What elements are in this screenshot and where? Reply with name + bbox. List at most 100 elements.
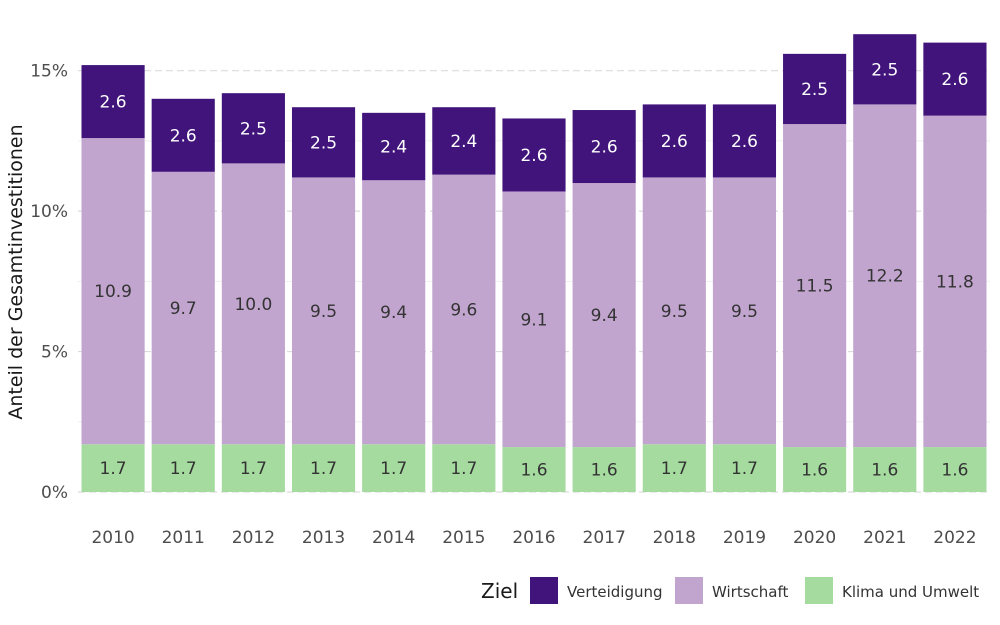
bar-segment — [642, 444, 706, 492]
x-tick-label: 2011 — [162, 528, 205, 548]
bar-segment — [712, 444, 777, 492]
y-tick-label: 0% — [41, 483, 68, 503]
data-label: 1.6 — [801, 461, 828, 481]
bar-segment — [783, 53, 847, 125]
bar-segment — [151, 171, 215, 445]
y-tick-label: 5% — [41, 343, 68, 363]
x-tick-label: 2018 — [653, 528, 696, 548]
y-tick-label: 10% — [30, 202, 68, 222]
x-tick-label: 2017 — [583, 528, 626, 548]
data-label: 12.2 — [866, 267, 904, 287]
data-label: 2.5 — [240, 119, 267, 139]
bar-segment — [221, 163, 285, 445]
data-label: 2.5 — [801, 80, 828, 100]
data-label: 2.4 — [450, 132, 477, 152]
bar-segment — [432, 444, 496, 492]
x-tick-label: 2012 — [232, 528, 275, 548]
bar-segment — [151, 98, 215, 172]
x-tick-label: 2014 — [372, 528, 415, 548]
bar-segment — [81, 444, 145, 492]
bar-segment — [923, 115, 987, 448]
bar-segment — [783, 124, 847, 448]
data-label: 2.6 — [941, 70, 968, 90]
legend-swatch — [530, 577, 558, 604]
x-tick-label: 2022 — [933, 528, 976, 548]
data-label: 10.0 — [234, 295, 272, 315]
bar-segment — [432, 174, 496, 445]
data-label: 9.7 — [170, 299, 197, 319]
data-label: 1.7 — [450, 459, 477, 479]
x-tick-label: 2020 — [793, 528, 836, 548]
data-label: 1.7 — [170, 459, 197, 479]
data-label: 2.6 — [661, 132, 688, 152]
x-tick-label: 2021 — [863, 528, 906, 548]
bar-segment — [783, 447, 847, 492]
legend-label: Klima und Umwelt — [842, 583, 979, 601]
x-axis-ticks: 2010 2011 2012 2013 2014 2015 2016 2017 2018 2019… — [91, 528, 976, 548]
legend-label: Verteidigung — [567, 583, 663, 601]
x-tick-label: 2010 — [91, 528, 134, 548]
data-label: 1.7 — [240, 459, 267, 479]
data-label: 1.7 — [731, 459, 758, 479]
bar-segment — [642, 177, 706, 445]
data-label: 1.7 — [661, 459, 688, 479]
bar-segment — [502, 118, 566, 192]
data-label: 9.4 — [380, 303, 407, 323]
bar-segment — [853, 104, 917, 448]
x-tick-label: 2019 — [723, 528, 766, 548]
x-tick-label: 2015 — [442, 528, 485, 548]
data-label: 2.6 — [520, 146, 547, 166]
data-label: 1.7 — [310, 459, 337, 479]
bar-segment — [81, 65, 145, 139]
data-label: 1.7 — [380, 459, 407, 479]
legend-title: Ziel — [481, 579, 518, 603]
x-tick-label: 2016 — [512, 528, 555, 548]
data-label: 1.7 — [100, 459, 127, 479]
data-label: 11.5 — [796, 277, 834, 297]
bars — [81, 34, 987, 492]
data-label: 9.5 — [661, 302, 688, 322]
data-labels: 1.7 10.9 2.6 1.7 9.7 2.6 1.7 10.0 2.5 1.7 9.5 2.5 1.… — [94, 60, 974, 480]
bar-segment — [432, 107, 496, 175]
legend-swatch — [805, 577, 833, 604]
y-axis-ticks: 0% 5% 10% 15% — [30, 62, 68, 503]
data-label: 9.5 — [310, 302, 337, 322]
data-label: 2.5 — [310, 133, 337, 153]
bar-segment — [572, 447, 636, 492]
x-tick-label: 2013 — [302, 528, 345, 548]
bar-segment — [291, 177, 356, 445]
bar-segment — [81, 138, 145, 445]
bar-segment — [642, 104, 706, 178]
bar-segment — [853, 34, 917, 105]
data-label: 2.6 — [170, 126, 197, 146]
data-label: 1.6 — [591, 461, 618, 481]
legend: Ziel Verteidigung Wirtschaft Klima und Umw… — [481, 577, 979, 604]
data-label: 1.6 — [871, 461, 898, 481]
data-label: 2.4 — [380, 138, 407, 158]
bar-segment — [853, 447, 917, 492]
bar-segment — [712, 177, 777, 445]
data-label: 2.6 — [591, 138, 618, 158]
data-label: 11.8 — [936, 272, 974, 292]
legend-swatch — [675, 577, 703, 604]
bar-segment — [151, 444, 215, 492]
bar-segment — [291, 107, 356, 178]
data-label: 1.6 — [520, 461, 547, 481]
bar-segment — [291, 444, 356, 492]
data-label: 2.5 — [871, 60, 898, 80]
bar-segment — [923, 447, 987, 492]
data-label: 9.6 — [450, 300, 477, 320]
bar-segment — [572, 183, 636, 448]
bar-segment — [362, 112, 426, 181]
y-axis-title: Anteil der Gesamtinvestitionen — [5, 124, 27, 419]
data-label: 9.5 — [731, 302, 758, 322]
bar-segment — [502, 447, 566, 492]
bar-segment — [923, 42, 987, 116]
bar-segment — [362, 444, 426, 492]
y-tick-label: 15% — [30, 62, 68, 82]
bar-segment — [572, 110, 636, 184]
bar-segment — [221, 444, 285, 492]
data-label: 9.4 — [591, 306, 618, 326]
bar-segment — [221, 93, 285, 164]
